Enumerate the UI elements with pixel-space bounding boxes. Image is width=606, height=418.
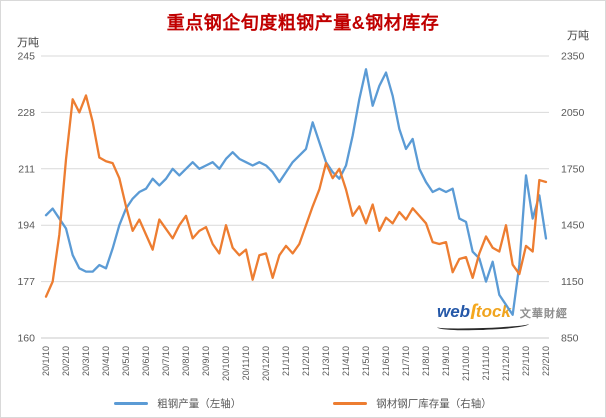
svg-text:21/11/10: 21/11/10 [481, 346, 491, 380]
svg-text:21/4/10: 21/4/10 [341, 346, 351, 376]
svg-text:20/6/10: 20/6/10 [141, 346, 151, 376]
svg-text:20/8/10: 20/8/10 [181, 346, 191, 376]
svg-text:21/3/10: 21/3/10 [321, 346, 331, 376]
svg-text:21/6/10: 21/6/10 [381, 346, 391, 376]
chart-legend: 粗钢产量（左轴） 钢材钢厂库存量（右轴） [1, 396, 605, 411]
svg-text:21/7/10: 21/7/10 [401, 346, 411, 376]
svg-text:21/12/10: 21/12/10 [501, 346, 511, 381]
svg-text:177: 177 [17, 276, 35, 288]
svg-text:228: 228 [17, 107, 35, 119]
svg-text:20/11/10: 20/11/10 [241, 346, 251, 380]
svg-text:21/8/10: 21/8/10 [421, 346, 431, 376]
svg-text:20/3/10: 20/3/10 [81, 346, 91, 376]
legend-line-crude-steel-output [114, 402, 149, 405]
svg-text:20/7/10: 20/7/10 [161, 346, 171, 376]
svg-text:22/2/10: 22/2/10 [541, 346, 551, 376]
svg-text:21/10/10: 21/10/10 [461, 346, 471, 381]
svg-text:160: 160 [17, 333, 35, 345]
right-axis-unit-label: 万吨 [567, 30, 589, 42]
chart-title: 重点钢企旬度粗钢产量&钢材库存 [166, 13, 440, 33]
watermark-swoosh-icon: ſ [470, 301, 476, 324]
legend-item-crude-steel-output: 粗钢产量（左轴） [114, 396, 241, 411]
svg-text:22/1/10: 22/1/10 [521, 346, 531, 376]
legend-line-steel-inventory [333, 402, 368, 405]
svg-text:2050: 2050 [561, 107, 585, 119]
svg-text:211: 211 [18, 163, 35, 175]
left-axis-unit-label: 万吨 [17, 37, 39, 49]
svg-text:21/1/10: 21/1/10 [281, 346, 291, 376]
svg-text:21/5/10: 21/5/10 [361, 346, 371, 376]
svg-text:1150: 1150 [561, 276, 584, 288]
legend-item-steel-inventory: 钢材钢厂库存量（右轴） [333, 396, 492, 411]
watermark-brand-name: 文華財經 [519, 308, 568, 320]
watermark-web-text: web [437, 302, 471, 321]
svg-text:20/10/10: 20/10/10 [221, 346, 231, 381]
legend-label-steel-inventory: 钢材钢厂库存量（右轴） [376, 398, 492, 410]
svg-text:20/5/10: 20/5/10 [121, 346, 131, 376]
svg-text:20/4/10: 20/4/10 [101, 346, 111, 376]
legend-label-crude-steel-output: 粗钢产量（左轴） [157, 398, 242, 410]
watermark: webſtock 文華財經 [436, 299, 602, 332]
watermark-stock-text: tock [475, 302, 511, 321]
svg-text:194: 194 [17, 220, 35, 232]
svg-text:21/2/10: 21/2/10 [301, 346, 311, 376]
svg-text:850: 850 [561, 333, 579, 345]
svg-text:245: 245 [17, 51, 35, 63]
svg-text:1750: 1750 [561, 163, 585, 175]
svg-text:20/12/10: 20/12/10 [261, 346, 271, 381]
svg-text:2350: 2350 [561, 51, 585, 63]
svg-text:21/9/10: 21/9/10 [441, 346, 451, 376]
svg-text:20/2/10: 20/2/10 [61, 346, 71, 376]
svg-text:20/9/10: 20/9/10 [201, 346, 211, 376]
svg-text:1450: 1450 [561, 220, 585, 232]
svg-text:20/1/10: 20/1/10 [41, 346, 51, 376]
